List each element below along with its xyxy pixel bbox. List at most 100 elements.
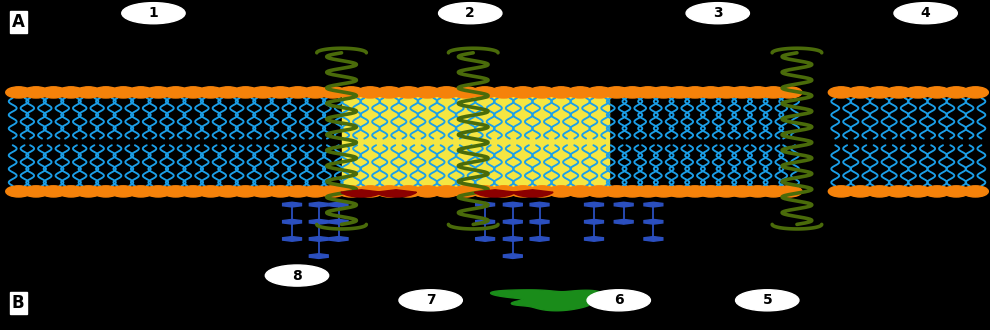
Ellipse shape <box>6 87 32 98</box>
Polygon shape <box>282 202 302 207</box>
Circle shape <box>399 290 462 311</box>
Ellipse shape <box>6 186 32 197</box>
Ellipse shape <box>93 87 119 98</box>
Polygon shape <box>530 202 549 207</box>
Ellipse shape <box>320 186 346 197</box>
Circle shape <box>894 3 957 24</box>
Ellipse shape <box>636 186 661 197</box>
Circle shape <box>736 290 799 311</box>
Ellipse shape <box>93 186 119 197</box>
Ellipse shape <box>339 186 364 197</box>
Polygon shape <box>309 202 329 207</box>
Wedge shape <box>375 190 417 197</box>
Ellipse shape <box>267 87 293 98</box>
Ellipse shape <box>760 186 786 197</box>
Text: 6: 6 <box>614 293 624 307</box>
Ellipse shape <box>829 186 854 197</box>
Ellipse shape <box>491 186 517 197</box>
Bar <box>342 91 609 193</box>
Ellipse shape <box>714 87 740 98</box>
Ellipse shape <box>491 87 517 98</box>
Ellipse shape <box>250 87 276 98</box>
Ellipse shape <box>760 87 786 98</box>
Ellipse shape <box>905 186 931 197</box>
Ellipse shape <box>943 186 969 197</box>
Ellipse shape <box>744 186 770 197</box>
Ellipse shape <box>847 87 873 98</box>
Ellipse shape <box>567 87 593 98</box>
Polygon shape <box>584 219 604 224</box>
Ellipse shape <box>396 87 422 98</box>
Ellipse shape <box>162 87 189 98</box>
Ellipse shape <box>586 87 612 98</box>
Ellipse shape <box>886 87 912 98</box>
Ellipse shape <box>925 87 950 98</box>
Ellipse shape <box>41 87 66 98</box>
Ellipse shape <box>472 186 498 197</box>
Ellipse shape <box>714 186 740 197</box>
Ellipse shape <box>548 87 574 98</box>
Ellipse shape <box>650 87 676 98</box>
Ellipse shape <box>303 186 329 197</box>
Ellipse shape <box>128 186 153 197</box>
Polygon shape <box>503 219 523 224</box>
Ellipse shape <box>829 87 854 98</box>
Text: 2: 2 <box>465 6 475 20</box>
Polygon shape <box>644 237 663 241</box>
Ellipse shape <box>285 186 311 197</box>
Text: 1: 1 <box>148 6 158 20</box>
Wedge shape <box>341 190 382 197</box>
Ellipse shape <box>943 87 969 98</box>
Polygon shape <box>475 202 495 207</box>
Ellipse shape <box>604 87 630 98</box>
Polygon shape <box>530 219 549 224</box>
Ellipse shape <box>650 186 676 197</box>
Polygon shape <box>614 202 634 207</box>
Ellipse shape <box>452 87 478 98</box>
Ellipse shape <box>620 87 645 98</box>
Text: A: A <box>12 13 25 31</box>
Ellipse shape <box>75 186 101 197</box>
Ellipse shape <box>146 87 171 98</box>
Ellipse shape <box>529 186 554 197</box>
Ellipse shape <box>146 186 171 197</box>
Ellipse shape <box>111 87 137 98</box>
Polygon shape <box>614 219 634 224</box>
Polygon shape <box>329 237 348 241</box>
Ellipse shape <box>58 87 84 98</box>
Ellipse shape <box>415 87 441 98</box>
Text: 7: 7 <box>426 293 436 307</box>
Ellipse shape <box>776 87 802 98</box>
Ellipse shape <box>320 87 346 98</box>
Ellipse shape <box>636 87 661 98</box>
Ellipse shape <box>452 186 478 197</box>
Ellipse shape <box>744 87 770 98</box>
Ellipse shape <box>285 87 311 98</box>
Polygon shape <box>309 219 329 224</box>
Ellipse shape <box>730 87 755 98</box>
Ellipse shape <box>567 186 593 197</box>
Ellipse shape <box>962 87 988 98</box>
Ellipse shape <box>866 87 892 98</box>
Polygon shape <box>530 237 549 241</box>
Wedge shape <box>474 190 516 197</box>
Ellipse shape <box>905 87 931 98</box>
Circle shape <box>439 3 502 24</box>
Text: 3: 3 <box>713 6 723 20</box>
Ellipse shape <box>198 87 224 98</box>
Ellipse shape <box>376 87 402 98</box>
Ellipse shape <box>180 87 206 98</box>
Text: 8: 8 <box>292 269 302 282</box>
Ellipse shape <box>698 186 724 197</box>
Text: B: B <box>12 294 25 312</box>
Ellipse shape <box>962 186 988 197</box>
Ellipse shape <box>357 186 383 197</box>
Ellipse shape <box>128 87 153 98</box>
Ellipse shape <box>215 186 241 197</box>
Ellipse shape <box>510 186 536 197</box>
Wedge shape <box>512 190 553 197</box>
Polygon shape <box>491 290 638 311</box>
Ellipse shape <box>111 186 137 197</box>
Ellipse shape <box>303 87 329 98</box>
Polygon shape <box>584 237 604 241</box>
